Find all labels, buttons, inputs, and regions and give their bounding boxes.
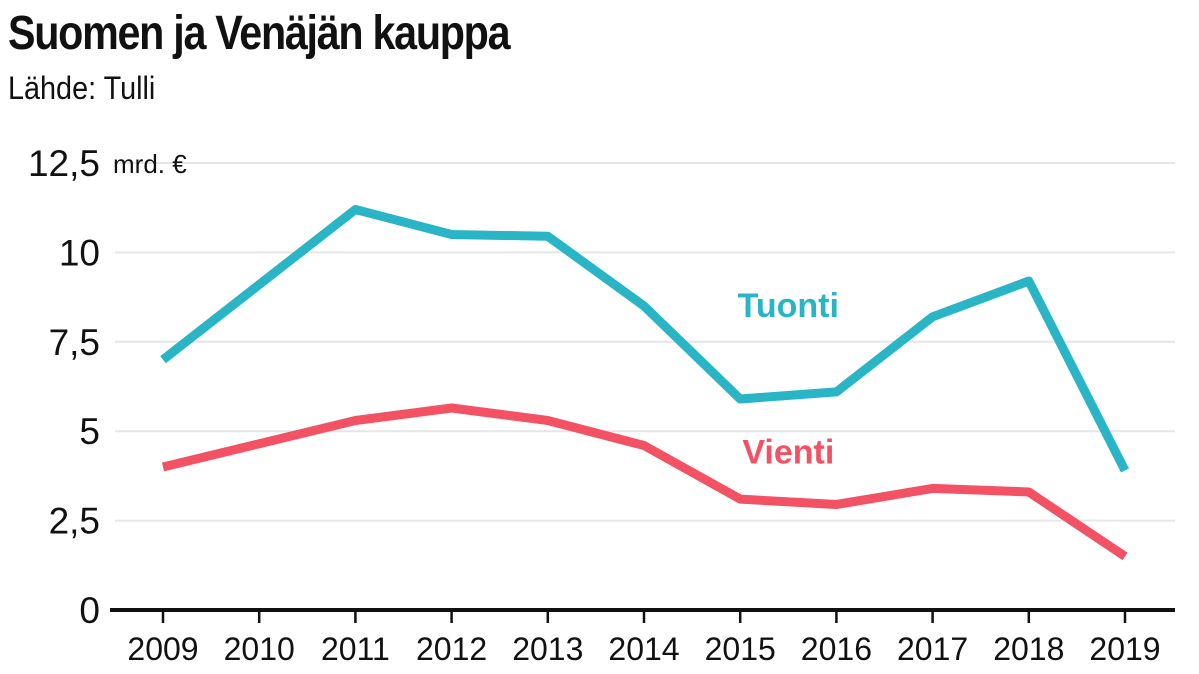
series-line-vienti (161, 403, 1128, 561)
chart-title: Suomen ja Venäjän kauppa (8, 7, 511, 60)
grid-lines (115, 162, 1175, 522)
axes (110, 608, 1175, 623)
x-tick-label: 2009 (127, 631, 198, 667)
labels-group: 0 2,5 5 7,5 10 12,5 mrd. € 2009 2010 2011 2012 2013… (28, 143, 1161, 667)
y-tick-label: 0 (79, 590, 100, 631)
y-tick-label: 5 (79, 411, 100, 452)
y-unit-label: mrd. € (113, 149, 187, 179)
x-tick-label: 2014 (608, 631, 679, 667)
series-label-vienti: Vienti (742, 433, 834, 471)
x-tick-label: 2011 (321, 631, 390, 667)
x-tick-label: 2012 (416, 631, 487, 667)
chart-subtitle: Lähde: Tulli (8, 70, 156, 106)
x-tick-label: 2016 (801, 631, 872, 667)
y-tick-label: 10 (59, 232, 100, 273)
x-tick-label: 2010 (224, 631, 295, 667)
y-tick-label: 2,5 (49, 501, 100, 542)
series-label-tuonti: Tuonti (738, 287, 839, 325)
series-line-tuonti (160, 205, 1130, 473)
x-tick-label: 2013 (512, 631, 583, 667)
x-tick-label: 2019 (1089, 631, 1160, 667)
y-tick-label: 7,5 (49, 322, 100, 363)
y-tick-label: 12,5 (28, 143, 100, 184)
series-group (160, 205, 1130, 561)
x-tick-label: 2015 (705, 631, 776, 667)
x-tick-label: 2017 (897, 631, 968, 667)
x-tick-label: 2018 (993, 631, 1064, 667)
